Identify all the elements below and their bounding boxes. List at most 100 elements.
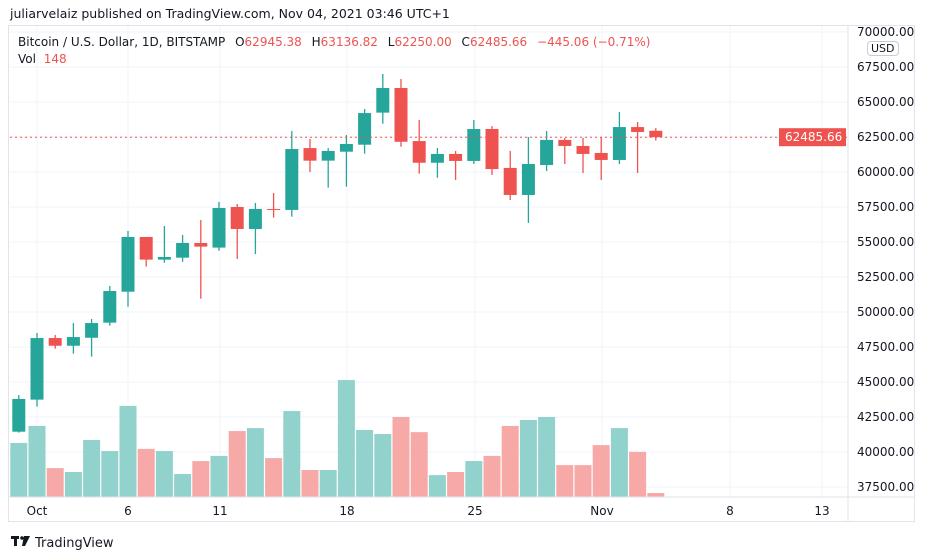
candle-body bbox=[412, 141, 426, 163]
tradingview-brand[interactable]: TradingView bbox=[11, 535, 114, 551]
price-tick-label: 70000.00 bbox=[857, 25, 914, 39]
candle[interactable] bbox=[394, 79, 408, 147]
candle[interactable] bbox=[230, 204, 244, 259]
candle[interactable] bbox=[157, 226, 171, 263]
candles bbox=[12, 74, 663, 433]
candle[interactable] bbox=[339, 135, 353, 187]
candle[interactable] bbox=[594, 137, 608, 180]
candle-body bbox=[85, 323, 99, 338]
candle[interactable] bbox=[503, 151, 517, 200]
candle[interactable] bbox=[303, 138, 317, 172]
close-label: C bbox=[461, 35, 470, 49]
candle[interactable] bbox=[612, 111, 626, 165]
last-price-badge bbox=[779, 128, 846, 147]
volume-bar bbox=[483, 455, 501, 497]
time-tick-label: 13 bbox=[814, 504, 829, 518]
candle-body bbox=[139, 236, 153, 260]
candle[interactable] bbox=[85, 319, 99, 357]
candle-body bbox=[467, 129, 481, 161]
candle-body bbox=[121, 236, 135, 292]
volume-value: 148 bbox=[43, 52, 67, 66]
price-tick-label: 42500.00 bbox=[857, 410, 914, 424]
low-label: L bbox=[387, 35, 395, 49]
volume-label[interactable]: Vol bbox=[18, 52, 36, 66]
candle[interactable] bbox=[212, 201, 226, 251]
volume-bar bbox=[356, 429, 374, 497]
candle[interactable] bbox=[103, 285, 117, 326]
candle-body bbox=[12, 398, 26, 432]
volume-bar bbox=[210, 455, 228, 497]
candle[interactable] bbox=[467, 120, 481, 165]
time-axis[interactable]: Oct 6 11 18 25 Nov 8 13 bbox=[27, 504, 830, 518]
open-value: 62945.38 bbox=[244, 35, 302, 49]
symbol-title[interactable]: Bitcoin / U.S. Dollar, 1D, BITSTAMP bbox=[18, 35, 226, 49]
price-tick-label: 47500.00 bbox=[857, 340, 914, 354]
price-tick-label: 50000.00 bbox=[857, 305, 914, 319]
volume-bar bbox=[228, 431, 246, 497]
open-label: O bbox=[235, 35, 245, 49]
candle-body bbox=[194, 242, 208, 247]
high-label: H bbox=[311, 35, 321, 49]
candle-body bbox=[576, 145, 590, 154]
time-tick-label: Oct bbox=[27, 504, 48, 518]
last-price-label: 62485.66 bbox=[785, 130, 842, 144]
volume-bar bbox=[629, 451, 647, 497]
time-tick-label: 11 bbox=[212, 504, 227, 518]
volume-bar bbox=[119, 405, 137, 497]
high-value: 63136.82 bbox=[320, 35, 378, 49]
candle[interactable] bbox=[358, 109, 372, 154]
candle[interactable] bbox=[521, 137, 535, 223]
candle-body bbox=[66, 337, 80, 346]
price-tick-label: 62500.00 bbox=[857, 130, 914, 144]
volume-bar bbox=[538, 417, 556, 497]
volume-bar bbox=[83, 439, 101, 497]
candle[interactable] bbox=[631, 122, 645, 173]
candle[interactable] bbox=[376, 74, 390, 124]
candle-body bbox=[612, 127, 626, 160]
candle[interactable] bbox=[485, 126, 499, 175]
tradingview-logo-icon bbox=[11, 535, 31, 551]
candle-body bbox=[157, 256, 171, 260]
candle[interactable] bbox=[576, 137, 590, 173]
candle[interactable] bbox=[321, 148, 335, 188]
price-tick-label: 65000.00 bbox=[857, 95, 914, 109]
candle[interactable] bbox=[248, 202, 262, 255]
time-tick-label: 25 bbox=[467, 504, 482, 518]
candle-body bbox=[430, 153, 444, 163]
candle-body bbox=[267, 208, 281, 210]
candle-body bbox=[48, 338, 62, 346]
candle[interactable] bbox=[267, 193, 281, 218]
volume-bar bbox=[428, 475, 446, 497]
price-tick-label: 37500.00 bbox=[857, 480, 914, 494]
candle[interactable] bbox=[121, 230, 135, 307]
volume-bar bbox=[192, 461, 210, 497]
candle[interactable] bbox=[558, 137, 572, 165]
candle[interactable] bbox=[412, 120, 426, 174]
candle-body bbox=[521, 164, 535, 195]
legend: Bitcoin / U.S. Dollar, 1D, BITSTAMP O629… bbox=[18, 34, 650, 68]
candle[interactable] bbox=[66, 323, 80, 354]
volume-bar bbox=[519, 419, 537, 497]
price-tick-label: 52500.00 bbox=[857, 270, 914, 284]
candle-body bbox=[449, 153, 463, 161]
volume-bar bbox=[283, 411, 301, 497]
candle[interactable] bbox=[194, 220, 208, 299]
currency-badge[interactable]: USD bbox=[867, 41, 899, 56]
price-axis[interactable]: 70000.00 67500.00 65000.00 62500.00 60000.00… bbox=[857, 25, 914, 494]
volume-bar bbox=[319, 469, 337, 497]
candle[interactable] bbox=[285, 130, 299, 217]
candle[interactable] bbox=[30, 333, 44, 407]
candle[interactable] bbox=[430, 148, 444, 178]
volume-bar bbox=[46, 468, 64, 497]
candle[interactable] bbox=[449, 151, 463, 180]
candle[interactable] bbox=[48, 334, 62, 349]
candle[interactable] bbox=[12, 395, 26, 433]
candle[interactable] bbox=[139, 236, 153, 267]
candle[interactable] bbox=[649, 128, 663, 141]
candle-body bbox=[176, 242, 190, 258]
candle-body bbox=[594, 152, 608, 160]
price-tick-label: 40000.00 bbox=[857, 445, 914, 459]
volume-bar bbox=[392, 417, 410, 497]
candle[interactable] bbox=[176, 235, 190, 262]
